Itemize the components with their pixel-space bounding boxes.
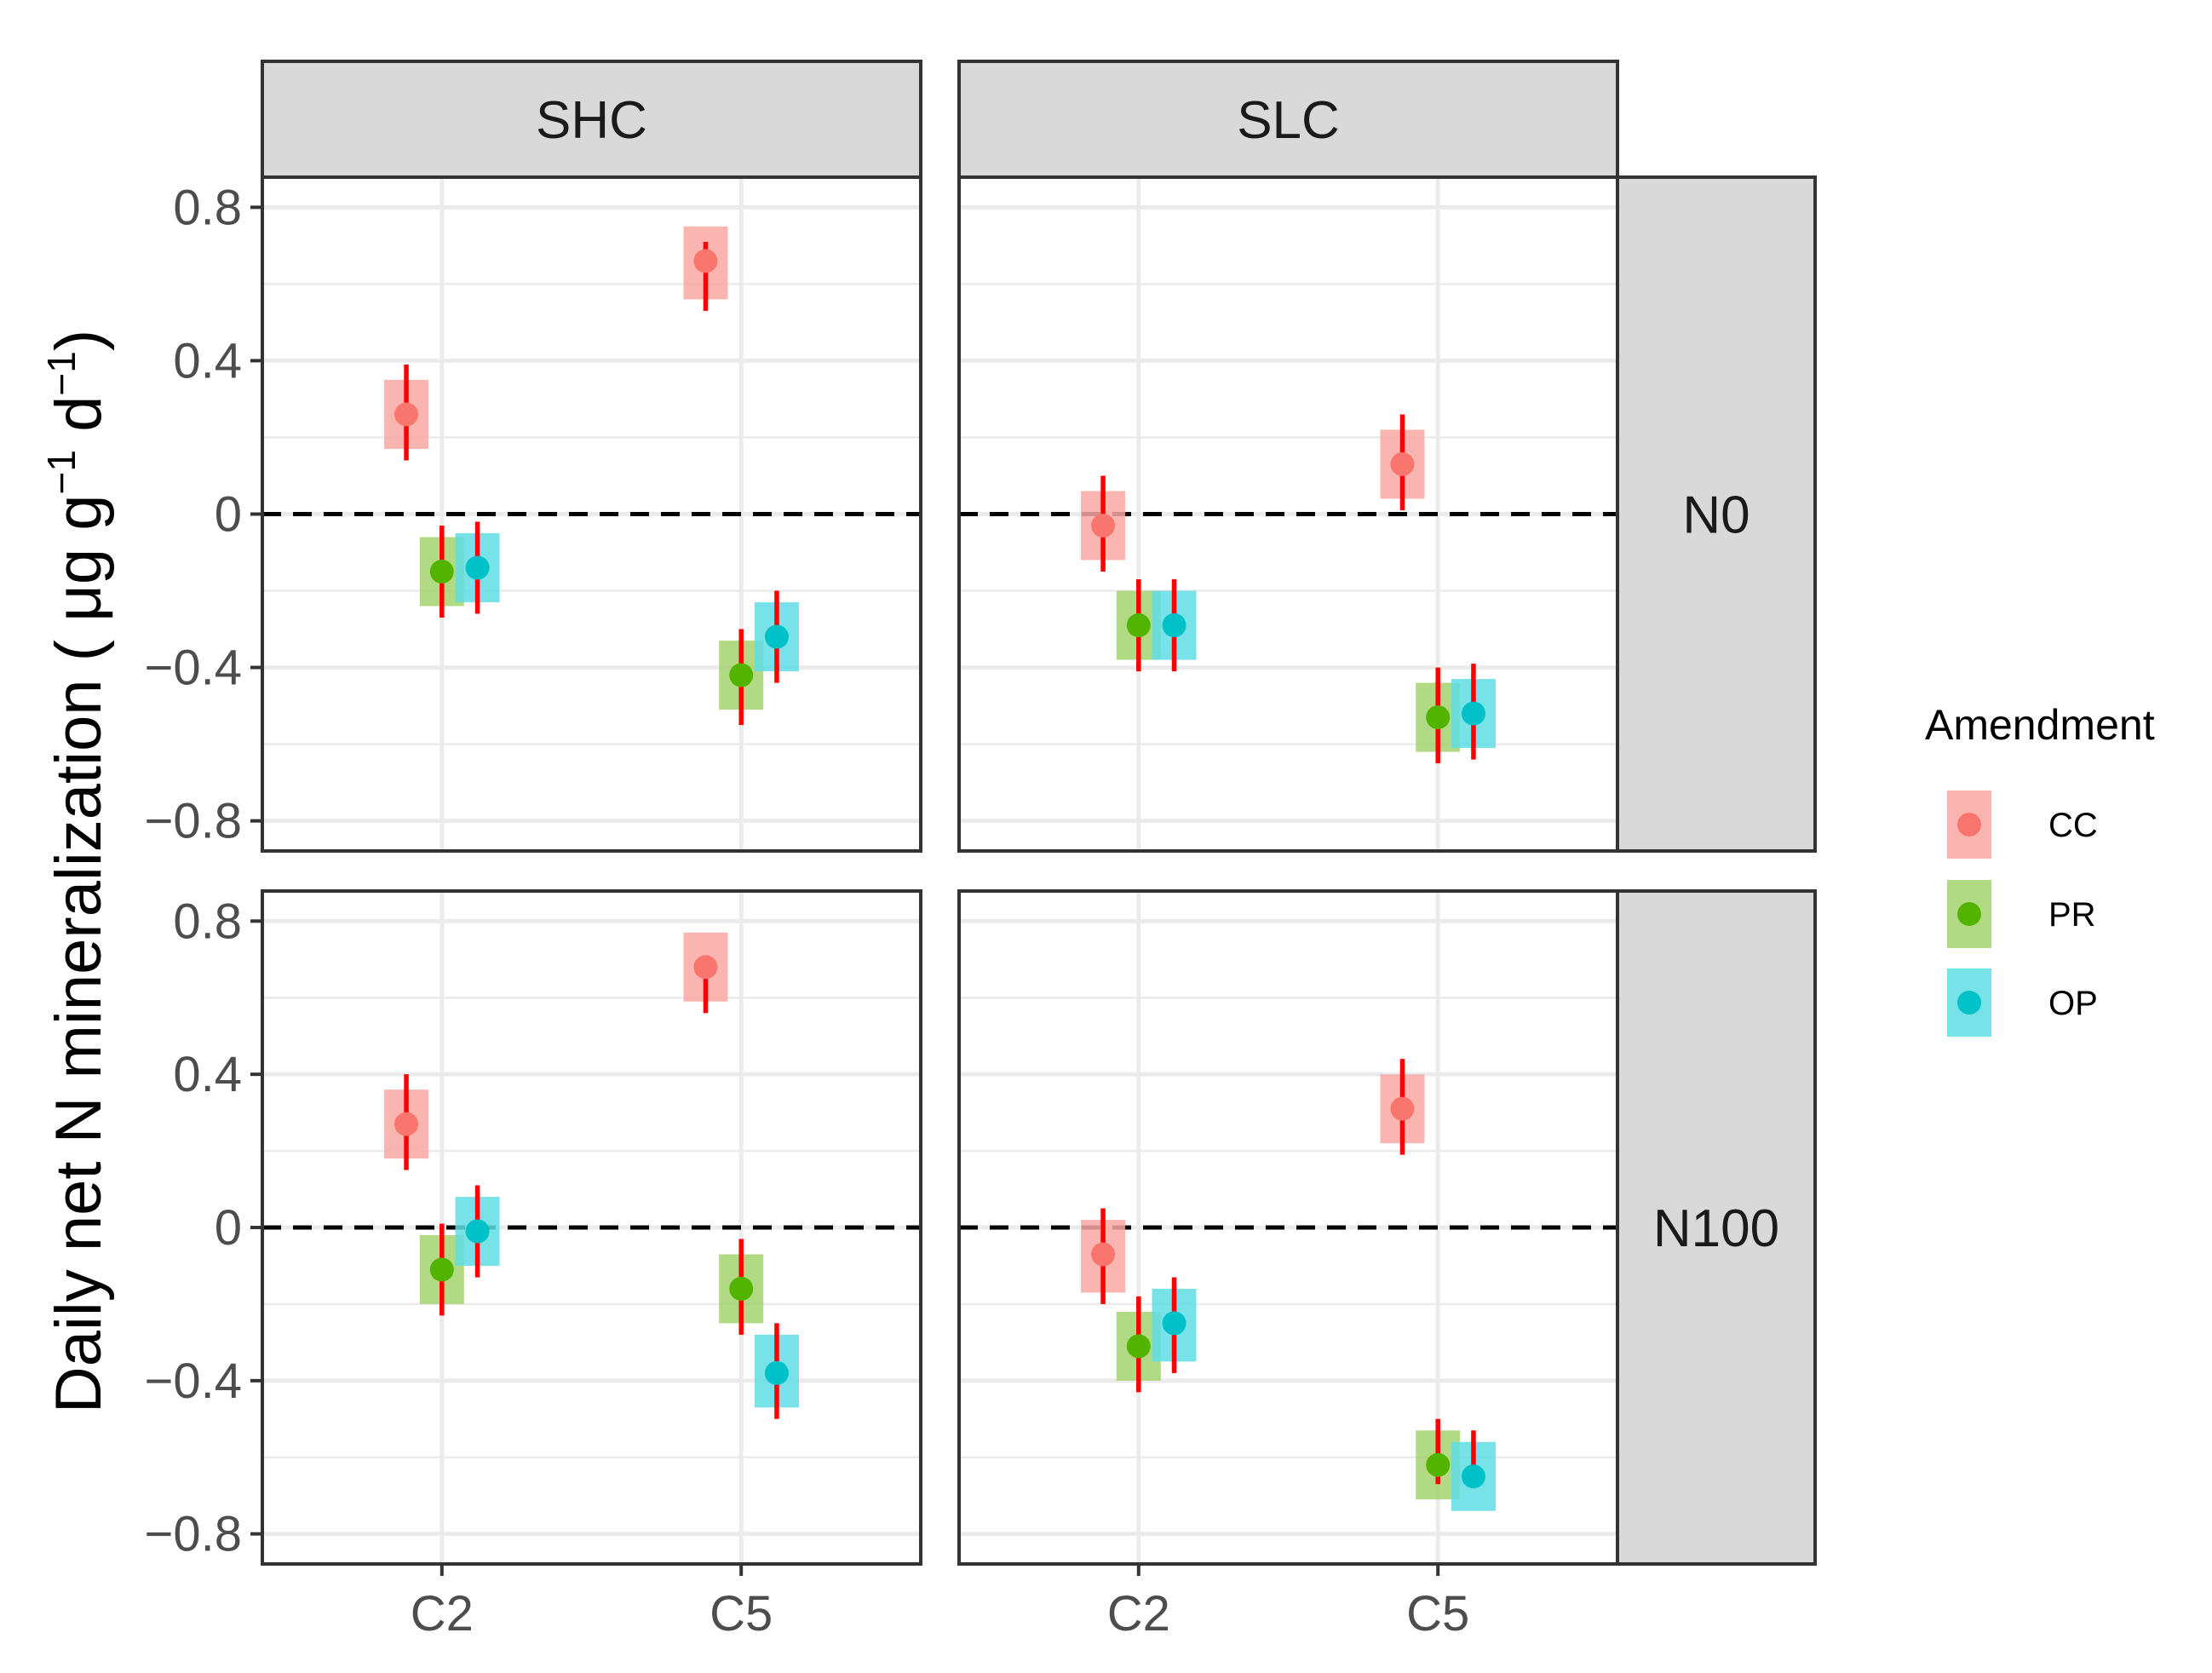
legend-label: CC (2048, 807, 2098, 844)
data-point-PR-C5 (719, 1239, 764, 1335)
data-point-OP-C5 (1451, 664, 1496, 760)
y-tick-label: −0.4 (145, 641, 243, 696)
row-strip-label: N100 (1653, 1199, 1779, 1258)
mean-point (1091, 1242, 1116, 1267)
data-point-OP-C5 (1451, 1430, 1496, 1511)
data-point-CC-C5 (1380, 1059, 1425, 1155)
x-tick-label: C2 (1107, 1586, 1170, 1641)
y-tick-label: 0 (215, 487, 242, 543)
x-tick-label: C5 (1406, 1586, 1469, 1641)
y-axis-title-suffix: ) (43, 330, 115, 351)
panel-N100-SHC (261, 889, 922, 1566)
legend-key-point (1957, 902, 1981, 926)
mean-point (429, 1257, 454, 1282)
x-tick-label: C2 (411, 1586, 474, 1641)
mean-point (1426, 705, 1451, 730)
y-tick-label: 0.4 (173, 1047, 242, 1102)
mean-point (465, 1219, 490, 1244)
data-point-OP-C2 (1152, 1277, 1197, 1373)
strip-background (1616, 175, 1817, 853)
column-strip-SLC: SLC (957, 60, 1619, 179)
panel-N100-SLC (957, 889, 1619, 1566)
panel-N0-SHC (261, 175, 922, 853)
row-strip-label: N0 (1682, 486, 1749, 545)
y-tick-label: 0.8 (173, 894, 242, 949)
column-strip-label: SHC (536, 91, 647, 150)
mean-point (1126, 1334, 1151, 1359)
mean-point (1390, 451, 1415, 476)
data-point-OP-C2 (455, 521, 500, 614)
column-strip-SHC: SHC (261, 60, 922, 179)
mean-point (764, 1360, 789, 1385)
panel-N0-SLC (957, 175, 1619, 853)
y-tick-label: 0 (215, 1200, 242, 1256)
data-point-CC-C5 (683, 226, 728, 311)
data-point-OP-C5 (754, 1323, 799, 1419)
y-tick-label: 0.8 (173, 180, 242, 235)
y-tick-label: −0.8 (145, 1507, 243, 1562)
column-strip-label: SLC (1237, 91, 1340, 150)
legend-label: PR (2048, 896, 2096, 934)
mean-point (465, 555, 490, 580)
mean-point (729, 1276, 754, 1301)
y-tick-label: −0.4 (145, 1354, 243, 1409)
legend-item-PR: PR (1947, 880, 2096, 948)
strip-background (261, 60, 922, 179)
mean-point (693, 955, 718, 980)
x-tick-label: C5 (710, 1586, 773, 1641)
legend-item-OP: OP (1947, 969, 2098, 1037)
legend-key-point (1957, 991, 1981, 1015)
data-point-CC-C5 (1380, 414, 1425, 510)
data-point-CC-C2 (384, 1074, 429, 1170)
data-point-CC-C2 (1081, 475, 1126, 572)
data-point-OP-C2 (455, 1185, 500, 1278)
y-axis-title-sup1: −1 (39, 450, 83, 494)
legend-key-point (1957, 813, 1981, 836)
mean-point (1461, 701, 1485, 726)
legend-item-CC: CC (1947, 791, 2098, 859)
data-point-OP-C5 (754, 590, 799, 683)
strip-background (957, 60, 1619, 179)
data-point-CC-C2 (384, 364, 429, 461)
mean-point (394, 402, 419, 427)
data-point-CC-C5 (683, 932, 728, 1014)
panels-layer (261, 175, 1619, 1566)
y-axis-title-prefix: Daily net N mineralization ( μg g (43, 494, 115, 1413)
mean-point (1091, 514, 1116, 538)
legend-label: OP (2048, 985, 2098, 1022)
data-point-OP-C2 (1152, 579, 1197, 672)
mean-point (429, 560, 454, 584)
mean-point (1426, 1452, 1451, 1477)
legend-title: Amendment (1925, 701, 2155, 749)
y-axis-title-mid: d (43, 396, 115, 450)
legend: Amendment CC PR OP (1925, 701, 2155, 1037)
row-strip-N0: N0 (1616, 175, 1817, 853)
data-point-PR-C5 (719, 629, 764, 726)
mean-point (1461, 1464, 1485, 1489)
mean-point (1162, 613, 1186, 638)
strip-background (1616, 889, 1817, 1566)
mean-point (1126, 613, 1151, 638)
mean-point (394, 1112, 419, 1136)
y-tick-label: −0.8 (145, 794, 243, 849)
y-axis-title: Daily net N mineralization ( μg g−1 d−1) (39, 330, 115, 1413)
mean-point (1390, 1096, 1415, 1121)
mean-point (1162, 1311, 1186, 1336)
axes: 0.8 0.4 0 −0.4 −0.8 0.8 0.4 0 −0.4 −0.8 C2 C5 C2 C5 (145, 180, 1470, 1641)
mean-point (764, 624, 789, 649)
y-axis-title-sup2: −1 (39, 351, 83, 395)
mean-point (729, 663, 754, 687)
row-strip-N100: N100 (1616, 889, 1817, 1566)
data-point-CC-C2 (1081, 1208, 1126, 1304)
y-tick-label: 0.4 (173, 333, 242, 388)
facet-strips: SHC SLC N0 N100 (261, 60, 1817, 1566)
mean-point (693, 249, 718, 273)
